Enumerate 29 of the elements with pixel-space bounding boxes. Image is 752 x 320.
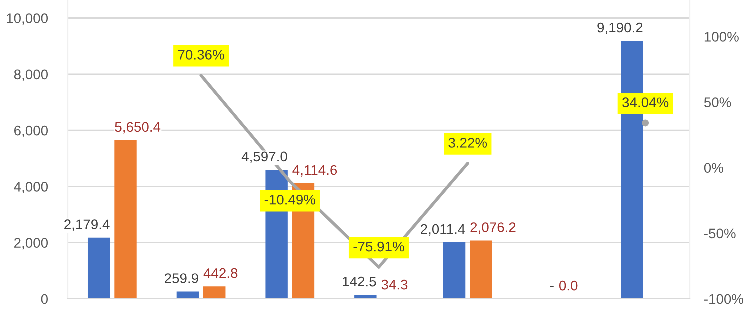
data-label: 2,179.4 — [64, 220, 110, 232]
data-label: 34.04% — [622, 98, 669, 108]
y-tick-label: 10,000 — [7, 14, 48, 26]
data-label: -75.91% — [354, 242, 404, 252]
data-label: 142.5 — [343, 276, 376, 287]
data-label: -10.49% — [264, 194, 316, 205]
y-tick-label: 4,000 — [14, 182, 48, 194]
data-label: 4,114.6 — [292, 165, 338, 177]
data-label: 3.22% — [448, 138, 488, 148]
data-label: 4,597.0 — [242, 152, 288, 164]
y2-tick-label: -50% — [704, 228, 736, 239]
data-label: 34.3 — [382, 280, 408, 290]
y2-tick-label: -100% — [704, 294, 744, 304]
data-label: 5,650.4 — [115, 122, 161, 134]
y2-tick-label: 50% — [704, 98, 732, 108]
y-tick-label: 0 — [41, 294, 48, 304]
data-label: 442.8 — [204, 268, 238, 278]
data-label: 70.36% — [178, 50, 224, 60]
y-tick-label: 6,000 — [14, 126, 48, 138]
data-label: 2,076.2 — [470, 222, 516, 234]
data-label: 259.9 — [165, 274, 198, 284]
y-tick-label: 8,000 — [14, 70, 48, 82]
data-label: 0.0 — [559, 280, 578, 291]
y-tick-label: 2,000 — [14, 238, 48, 250]
data-label: - — [550, 286, 554, 288]
y2-tick-label: 100% — [704, 32, 739, 42]
y2-tick-label: 0% — [704, 163, 724, 174]
data-label: 2,011.4 — [421, 224, 466, 236]
data-label: 9,190.2 — [598, 22, 643, 34]
